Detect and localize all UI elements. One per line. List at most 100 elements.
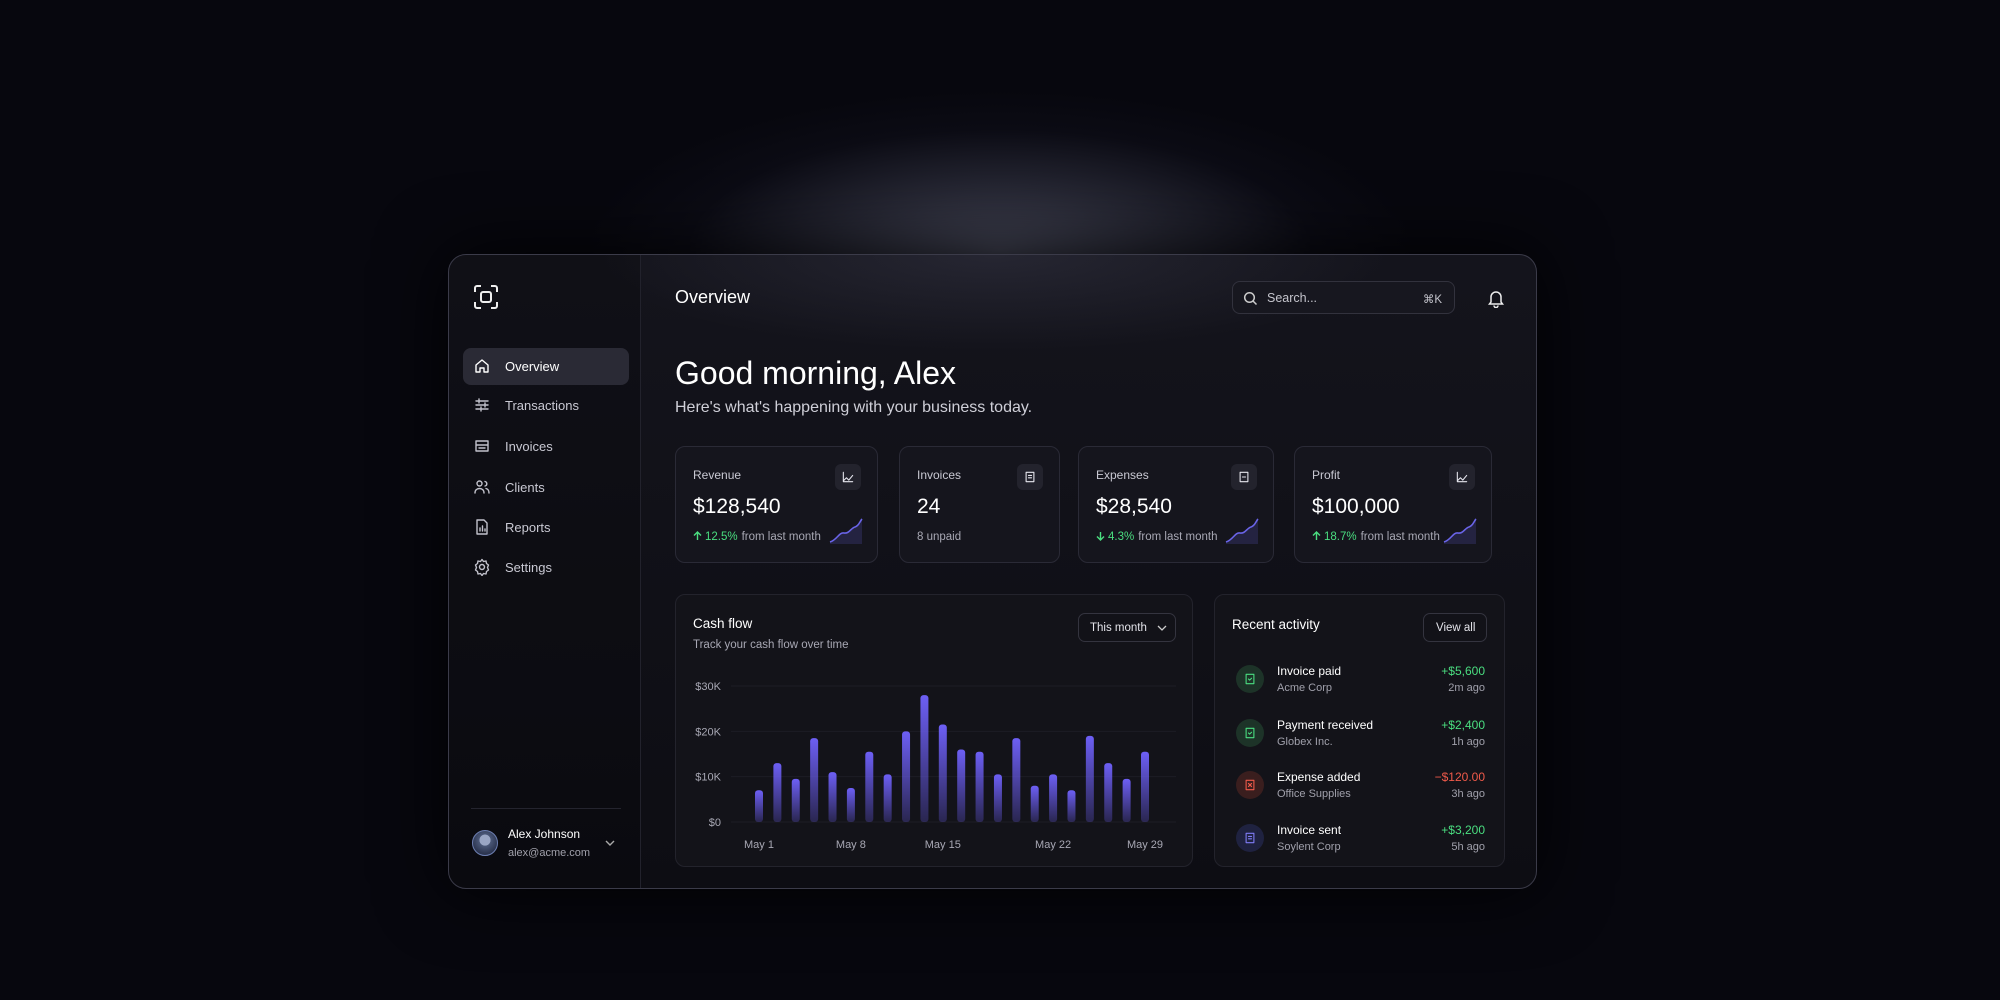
card-value: $100,000 [1312,495,1400,518]
nav-icon [474,558,490,576]
bar [883,774,892,822]
bar [846,788,855,822]
activity-glyph [1245,673,1255,685]
activity-amount: −$120.00 [1434,770,1485,784]
nav-label: Clients [505,480,545,495]
greeting-subtitle: Here's what's happening with your busine… [675,399,1033,416]
nav-icon [474,480,490,494]
icon-shape [1025,471,1035,483]
trend-arrow [693,531,702,540]
card-icon [1231,464,1257,490]
icon-shape [475,398,489,412]
divider [471,808,621,809]
card-value: 24 [917,495,941,518]
nav-icon [475,398,489,412]
search[interactable]: Search... ⌘K [1232,281,1455,314]
nav-item[interactable]: Invoices [463,428,629,465]
page-title: Overview [675,287,751,307]
activity-glyph [1245,727,1255,739]
logo [474,285,498,309]
nav-label: Transactions [505,398,579,413]
sparkline [829,518,863,544]
activity-amount: +$2,400 [1441,718,1485,732]
cash-flow-panel: Cash flow Track your cash flow over time… [675,594,1193,867]
avatar [472,830,498,856]
spark [829,518,863,543]
nav-item[interactable]: Reports [463,509,629,546]
view-all[interactable]: View all [1423,613,1487,642]
icon-shape [1245,727,1255,739]
activity-time: 1h ago [1451,736,1485,748]
arrow [1312,531,1321,540]
bar [1141,751,1149,822]
card-note-text: from last month [741,531,821,543]
card-glyph [1456,471,1468,483]
bar [938,724,947,822]
nav-label: Reports [505,520,551,535]
activity-item: Payment received Globex Inc. +$2,400 1h ago [1215,713,1504,753]
period-select[interactable]: This month [1078,613,1176,642]
bar [791,778,800,822]
icon-shape [1456,471,1468,483]
nav-icon [475,359,489,373]
stat-card: Expenses $28,540 4.3% from last month [1078,446,1274,563]
app-window: Alex Johnson alex@acme.com Overview Trans… [448,254,1537,889]
spark [1443,518,1477,543]
activity-amount: +$5,600 [1441,664,1485,678]
stat-card: Profit $100,000 18.7% from last month [1294,446,1492,563]
activity-item: Invoice sent Soylent Corp +$3,200 5h ago [1215,818,1504,858]
bar [1122,778,1131,822]
nav-item[interactable]: Clients [463,469,629,506]
nav-label: Overview [505,359,560,374]
card-note: 18.7% from last month [1312,531,1440,543]
cash-flow-chart: $0 $10K $20K $30K May 1 May 8 May 15 May 22 May … [695,681,1176,851]
notifications[interactable] [1487,288,1505,308]
card-glyph [842,471,854,483]
icon-shape [1239,471,1249,483]
card-value: $28,540 [1096,495,1172,518]
nav-item[interactable]: Overview [463,348,629,385]
activity-title: Expense added [1277,770,1361,784]
bar [755,790,763,822]
activity-icon [1236,665,1264,693]
activity-time: 2m ago [1448,682,1485,694]
sparkline [1443,518,1477,544]
user-name: Alex Johnson [508,827,581,841]
card-change: 12.5% [705,531,738,543]
nav-item[interactable]: Transactions [463,387,629,424]
activity-panel: Recent activity View all Invoice paid Acm… [1214,594,1505,867]
sparkline [1225,518,1259,544]
card-change: 4.3% [1108,531,1135,543]
panel-title: Cash flow [693,616,753,631]
nav-icon [476,519,488,535]
activity-icon [1236,719,1264,747]
user-menu[interactable] [604,838,616,848]
nav-item[interactable]: Settings [463,549,629,586]
card-label: Profit [1312,468,1341,482]
activity-amount: +$3,200 [1441,823,1485,837]
x-tick-label: May 22 [1035,839,1071,851]
view-all-label: View all [1436,622,1476,634]
icon-shape [474,558,490,576]
bar [865,751,874,822]
card-note: 12.5% from last month [693,531,821,543]
sidebar: Alex Johnson alex@acme.com Overview Trans… [449,255,641,888]
stat-card: Revenue $128,540 12.5% from last month [675,446,878,563]
bar [1049,774,1058,822]
bar [1067,790,1076,822]
spark-shade [830,519,862,544]
search-shortcut: ⌘K [1422,294,1442,306]
arrow [1096,532,1105,541]
x-tick-label: May 8 [836,839,866,851]
x-tick-label: May 15 [925,839,961,851]
activity-time: 3h ago [1451,788,1485,800]
card-icon [835,464,861,490]
activity-party: Acme Corp [1277,682,1333,694]
activity-icon [1236,771,1264,799]
chevron [1157,625,1167,631]
bar [828,772,837,822]
greeting: Good morning, Alex [675,355,957,391]
y-tick-label: $30K [695,681,721,693]
nav-label: Settings [505,560,552,575]
